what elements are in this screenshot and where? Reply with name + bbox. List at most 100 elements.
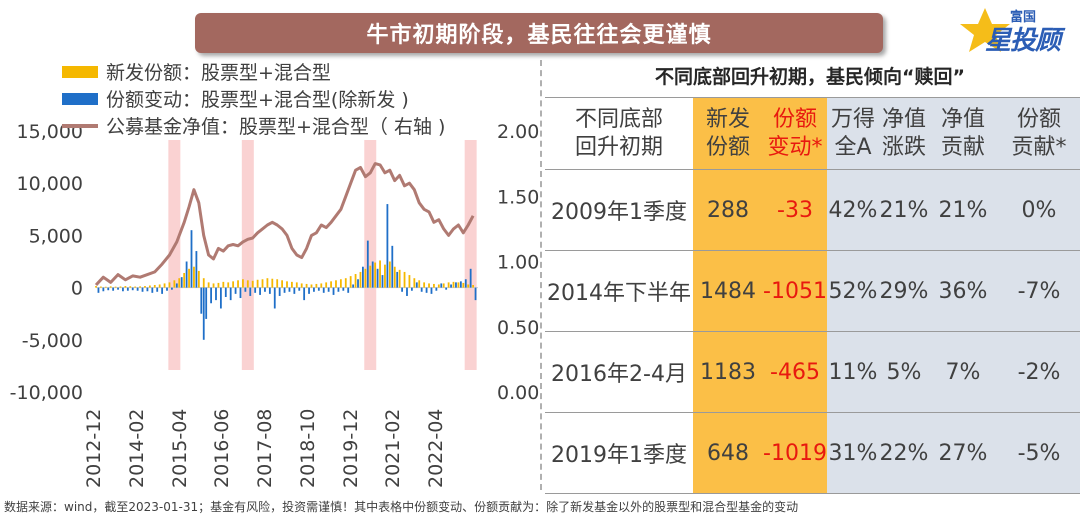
new-issuance-bar [173,280,176,288]
new-issuance-bar [193,266,195,288]
new-issuance-bar [242,279,244,288]
cell-new-issuance: 648 [693,412,763,494]
share-change-bar [391,245,394,288]
share-change-bar [102,287,105,292]
legend-item-new-issuance: 新发份额：股票型+混合型 [62,58,445,85]
cell-nav-contribution: 36% [929,250,997,332]
legend-swatch-blue [62,92,98,105]
new-issuance-bar [134,286,137,288]
share-change-bar [151,287,154,293]
new-issuance-bar [320,283,323,288]
share-change-bar [469,268,472,288]
share-change-bar [224,287,227,297]
new-issuance-bar [251,280,254,288]
new-issuance-bar [457,282,460,288]
header-line: 净值 [940,106,985,132]
cell-new-issuance: 1183 [693,331,763,413]
new-issuance-bar [129,286,132,288]
highlight-band [364,140,377,370]
new-issuance-bar [158,284,161,288]
star-icon [960,8,1010,52]
share-change-bar [97,287,100,293]
share-change-bar [126,287,129,291]
header-line: 份额 [705,134,750,160]
new-issuance-bar [124,286,127,288]
header-period: 不同底部 回升初期 [545,97,693,170]
share-change-bar [459,281,462,288]
right-axis-tick-label: 1.50 [497,186,539,208]
new-issuance-bar [472,284,475,288]
table-header-row: 不同底部 回升初期 新发 份额 份额 变动* 万得 全A 净值 涨跌 净值 贡献 [545,97,1080,170]
table-row: 2019年1季度 648 -1019 31% 22% 27% -5% [545,412,1080,494]
new-issuance-bar [359,271,362,288]
new-issuance-bar [276,279,279,288]
header-line: 贡献 [940,134,985,160]
x-axis-tick-label: 2017-08 [254,409,276,488]
new-issuance-bar [379,260,381,288]
left-axis-tick-label: -5,000 [22,330,83,352]
new-issuance-bar [315,283,318,288]
share-change-bar [303,287,306,301]
x-axis-tick-label: 2012-12 [83,409,105,488]
new-issuance-bar [232,281,235,288]
new-issuance-bar [418,280,421,288]
header-nav-change: 净值 涨跌 [879,97,929,170]
cell-share-contribution: -5% [997,412,1080,494]
share-change-bar [401,287,403,292]
cell-period: 2014年下半年 [545,250,693,332]
chart-legend: 新发份额：股票型+混合型 份额变动：股票型+混合型(除新发 ) 公募基金净值：股… [62,58,445,139]
share-change-bar [474,287,477,301]
new-issuance-bar [290,281,293,288]
table-row: 2009年1季度 288 -33 42% 21% 21% 0% [545,169,1080,251]
new-issuance-bar [344,278,347,288]
new-issuance-bar [261,279,264,288]
header-line: 份额 [1016,106,1061,132]
share-change-bar [249,287,252,296]
share-change-bar [141,287,144,292]
share-change-bar [239,287,242,299]
x-axis-tick-label: 2015-04 [169,409,191,488]
highlight-band [168,140,181,370]
share-change-bar [202,287,205,340]
share-change-bar [337,287,340,292]
new-issuance-bar [114,286,117,288]
new-issuance-bar [109,286,112,288]
share-change-bar [264,287,266,292]
new-issuance-bar [467,284,470,288]
new-issuance-bar [364,268,367,288]
share-change-bar [268,287,271,294]
legend-label: 新发份额：股票型+混合型 [106,62,331,84]
left-axis-tick-label: 0 [71,278,83,300]
new-issuance-bar [305,283,308,288]
header-line: 涨跌 [881,134,926,160]
new-issuance-bar [144,286,146,288]
share-change-bar [396,271,399,288]
share-change-bar [293,287,296,294]
share-change-bar [278,287,281,296]
cell-nav-contribution: 27% [929,412,997,494]
share-change-bar [273,287,276,309]
new-issuance-bar [217,282,220,288]
new-issuance-bar [349,276,352,288]
new-issuance-bar [388,261,391,288]
new-issuance-bar [442,283,445,288]
table-title: 不同底部回升初期，基民倾向“赎回” [655,66,965,88]
new-issuance-bar [207,282,210,288]
share-change-bar [445,287,448,290]
new-issuance-bar [237,280,239,288]
share-change-bar [210,287,212,304]
logo-big-text: 星投顾 [985,26,1061,56]
right-axis-tick-label: 2.00 [497,121,539,143]
share-change-bar [332,287,335,295]
new-issuance-bar [139,286,141,288]
new-issuance-bar [408,275,411,288]
share-change-bar [362,266,364,288]
cell-wind-a: 42% [827,169,879,251]
new-issuance-bar [452,281,455,288]
new-issuance-bar [423,282,426,288]
new-issuance-bar [413,278,416,288]
share-change-bar [420,287,423,292]
share-change-bar [219,287,222,309]
new-issuance-bar [212,283,215,288]
share-change-bar [371,261,374,288]
